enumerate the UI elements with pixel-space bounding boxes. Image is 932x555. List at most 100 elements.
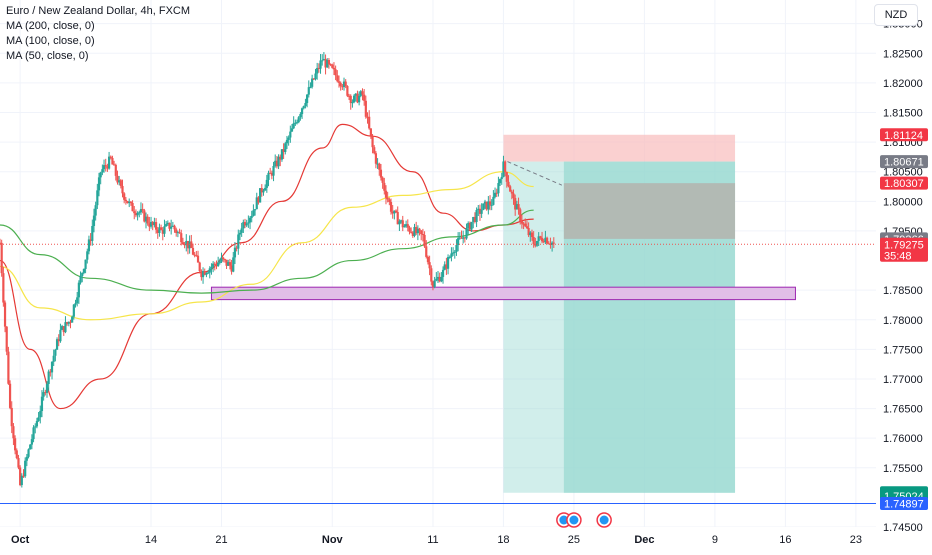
candle[interactable] [458,232,461,240]
candle[interactable] [339,81,342,91]
candle[interactable] [300,107,304,119]
candle[interactable] [396,206,399,225]
candle[interactable] [482,203,485,211]
candle[interactable] [76,291,79,307]
candle[interactable] [247,215,250,228]
candle[interactable] [445,257,448,275]
candle[interactable] [307,80,310,98]
candle[interactable] [96,183,99,210]
price-label[interactable]: 1.80307 [880,176,928,191]
candle[interactable] [255,192,258,210]
candle[interactable] [295,119,299,125]
candle[interactable] [483,199,487,209]
candle[interactable] [540,231,544,244]
candle[interactable] [148,216,151,232]
candle[interactable] [180,229,183,246]
candle[interactable] [537,232,540,247]
candle[interactable] [205,272,208,278]
candle[interactable] [82,268,86,275]
candle[interactable] [0,238,2,244]
candle[interactable] [10,401,13,434]
candle[interactable] [336,70,339,83]
candle[interactable] [72,304,75,320]
candle[interactable] [386,191,389,203]
candle[interactable] [165,220,168,227]
candle[interactable] [19,465,22,487]
candle[interactable] [89,233,92,246]
candle[interactable] [334,65,337,81]
candle[interactable] [245,219,248,228]
candle[interactable] [237,229,240,255]
candle[interactable] [32,425,35,443]
candle[interactable] [129,200,132,206]
candle[interactable] [354,93,357,102]
candle[interactable] [394,209,398,213]
candle[interactable] [532,231,535,248]
candle[interactable] [539,235,542,240]
candle[interactable] [160,224,163,231]
candle[interactable] [54,348,57,362]
candle[interactable] [158,223,161,237]
candle[interactable] [369,128,372,139]
candle[interactable] [253,209,257,216]
candle[interactable] [401,215,404,232]
candle[interactable] [99,171,102,185]
candle[interactable] [62,325,65,336]
candle[interactable] [250,210,253,223]
candle[interactable] [277,154,280,170]
candle[interactable] [269,167,272,174]
candle[interactable] [299,112,302,121]
candle[interactable] [374,151,378,169]
candle[interactable] [331,63,334,69]
open-pnl-zone[interactable] [563,183,736,239]
candle[interactable] [423,231,426,248]
candle[interactable] [332,62,336,76]
candle[interactable] [415,221,418,236]
candle[interactable] [446,254,450,275]
candle[interactable] [452,247,455,256]
candle[interactable] [420,230,423,241]
candle[interactable] [248,216,252,230]
candle[interactable] [17,454,20,470]
candle[interactable] [468,221,471,231]
candle[interactable] [267,170,270,187]
candle[interactable] [270,170,273,180]
candle[interactable] [457,232,460,252]
candle[interactable] [212,261,215,273]
candle[interactable] [379,164,383,181]
candle[interactable] [233,242,237,265]
candle[interactable] [106,163,109,172]
candle[interactable] [45,381,49,398]
candle[interactable] [35,417,39,429]
candle[interactable] [460,230,463,239]
candle[interactable] [450,247,453,262]
candle[interactable] [69,319,72,329]
candle[interactable] [111,155,114,165]
candle[interactable] [143,208,146,223]
candle[interactable] [259,188,262,203]
candle[interactable] [168,222,171,232]
candle[interactable] [406,219,409,232]
candle[interactable] [47,369,50,391]
candle[interactable] [403,224,406,228]
candle[interactable] [352,94,356,104]
candle[interactable] [37,412,40,422]
candle[interactable] [14,435,17,455]
candle[interactable] [272,161,275,182]
candle[interactable] [260,184,263,197]
candle[interactable] [398,219,401,232]
candle[interactable] [495,188,498,198]
candle[interactable] [497,176,500,197]
candle[interactable] [515,200,518,210]
candle[interactable] [358,91,361,106]
candle[interactable] [190,234,193,249]
candle[interactable] [91,219,94,246]
candle[interactable] [280,149,284,162]
candle[interactable] [5,326,8,356]
candle[interactable] [161,227,164,241]
candle[interactable] [166,220,169,226]
candle[interactable] [371,134,374,154]
candle[interactable] [294,119,297,126]
candle[interactable] [376,158,379,169]
candle[interactable] [153,217,156,228]
